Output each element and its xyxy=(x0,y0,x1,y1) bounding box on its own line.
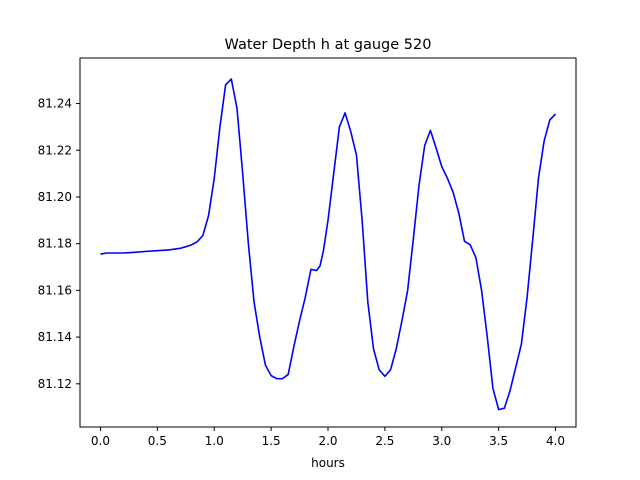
y-tick-label: 81.14 xyxy=(38,330,72,344)
y-tick-label: 81.20 xyxy=(38,190,72,204)
x-tick-label: 3.0 xyxy=(432,434,451,448)
x-tick-label: 2.5 xyxy=(375,434,394,448)
x-tick-label: 1.5 xyxy=(262,434,281,448)
chart-title: Water Depth h at gauge 520 xyxy=(225,37,432,53)
y-tick-label: 81.24 xyxy=(38,97,72,111)
plot-area xyxy=(79,57,577,428)
series-line xyxy=(100,78,557,411)
y-tick-label: 81.22 xyxy=(38,143,72,157)
x-tick-label: 4.0 xyxy=(546,434,565,448)
x-axis: 0.0 0.5 1.0 1.5 2.0 2.5 3.0 3.5 4.0 xyxy=(91,427,565,448)
plot-frame xyxy=(79,57,577,428)
y-axis: 81.12 81.14 81.16 81.18 81.20 81.22 81.24 xyxy=(38,97,80,391)
y-tick-label: 81.16 xyxy=(38,283,72,297)
x-tick-label: 0.0 xyxy=(91,434,110,448)
y-tick-label: 81.18 xyxy=(38,237,72,251)
x-tick-label: 3.5 xyxy=(489,434,508,448)
x-tick-label: 1.0 xyxy=(205,434,224,448)
x-axis-label: hours xyxy=(311,456,345,470)
x-tick-label: 2.0 xyxy=(318,434,337,448)
y-tick-label: 81.12 xyxy=(38,377,72,391)
x-tick-label: 0.5 xyxy=(148,434,167,448)
